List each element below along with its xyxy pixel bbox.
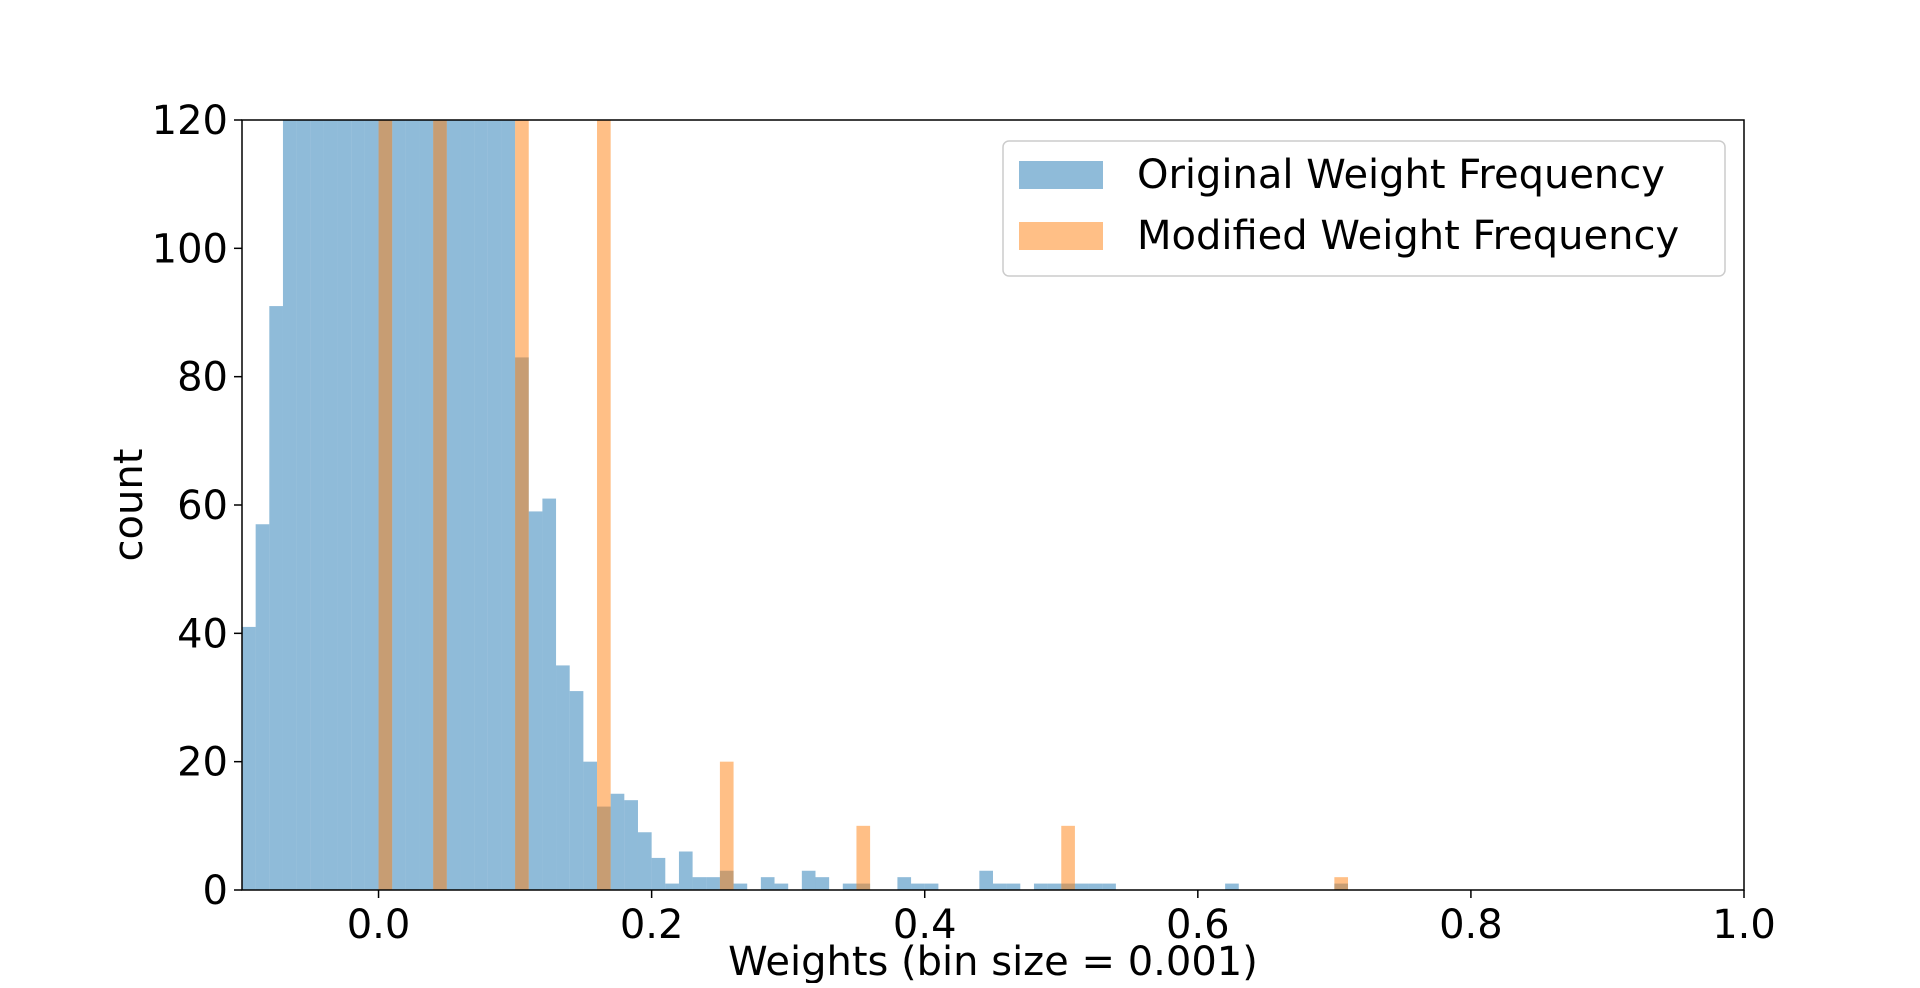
bar-original-15 [446,120,461,890]
legend-label-modified: Modified Weight Frequency [1137,213,1679,259]
bar-original-23 [556,665,570,890]
ticks-layer: 0.0 0.2 0.4 0.6 0.8 1.0 0 20 40 60 80 100 120 [152,98,1776,948]
y-tick-label-5: 100 [152,226,228,272]
legend-label-original: Original Weight Frequency [1137,152,1665,198]
bar-original-33 [692,877,707,890]
y-tick-label-0: 0 [203,868,228,914]
bars-layer [242,120,1349,891]
bar-original-37 [760,877,775,890]
bar-original-18 [487,120,502,890]
x-tick-label-5: 1.0 [1712,902,1776,948]
bar-original-34 [706,877,720,890]
y-tick-label-3: 60 [177,483,228,529]
x-tick-label-2: 0.4 [893,902,957,948]
legend-frame [1002,140,1726,277]
x-tick-label-1: 0.2 [620,902,684,948]
bar-original-40 [815,877,830,890]
bar-original-49 [1033,883,1048,890]
bar-original-54 [1102,883,1116,890]
bar-modified-3 [597,120,611,890]
y-tick-label-4: 80 [177,355,228,401]
bar-modified-7 [1334,877,1349,890]
bar-original-55 [1225,883,1239,890]
bar-original-32 [678,851,693,890]
y-tick-label-1: 20 [177,740,228,786]
bar-original-4 [296,120,311,890]
bar-original-3 [282,120,297,890]
bar-original-46 [979,870,993,890]
bar-original-29 [637,832,652,890]
bar-modified-6 [1061,825,1075,890]
x-tick-label-3: 0.6 [1166,902,1230,948]
bar-original-12 [405,120,420,890]
bar-modified-0 [378,120,393,890]
bar-original-52 [1074,883,1089,890]
bar-original-17 [474,120,488,890]
bar-original-24 [569,691,584,890]
legend: Original Weight Frequency Modified Weigh… [1002,140,1726,277]
bar-original-25 [583,761,598,890]
bar-original-8 [351,120,365,890]
bar-modified-1 [433,120,447,890]
bar-original-41 [842,883,857,890]
bar-original-28 [624,800,638,890]
bar-original-9 [364,120,379,890]
x-tick-label-4: 0.8 [1439,902,1503,948]
bar-original-30 [651,857,666,890]
x-tick-label-0: 0.0 [347,902,411,948]
bar-original-47 [993,883,1007,890]
bar-original-0 [242,626,256,890]
bar-original-7 [337,120,352,890]
bar-original-39 [801,870,816,890]
bar-modified-5 [856,825,871,890]
bar-original-5 [310,120,324,890]
bar-original-11 [392,120,406,890]
x-axis-label: Weights (bin size = 0.001) [728,939,1258,983]
y-tick-label-6: 120 [152,98,228,144]
bar-original-53 [1088,883,1103,890]
bar-original-50 [1047,883,1062,890]
y-axis-label: count [106,449,152,562]
bar-original-45 [924,883,939,890]
bar-original-48 [1006,883,1021,890]
bar-original-2 [269,306,283,891]
bar-original-21 [528,511,543,890]
y-tick-label-2: 40 [177,611,228,657]
bar-original-36 [733,883,748,890]
legend-swatch-original [1019,161,1103,189]
bar-original-19 [501,120,516,890]
legend-swatch-modified [1019,222,1103,250]
bar-modified-2 [515,120,529,890]
bar-original-13 [419,120,434,890]
bar-original-31 [665,883,679,890]
bar-original-1 [255,524,270,890]
bar-original-43 [897,877,912,890]
bar-original-16 [460,120,475,890]
bar-original-44 [911,883,925,890]
bar-original-6 [323,120,338,890]
bar-original-38 [774,883,789,890]
bar-original-22 [542,498,557,890]
bar-modified-4 [719,761,734,890]
bar-original-27 [610,793,625,890]
